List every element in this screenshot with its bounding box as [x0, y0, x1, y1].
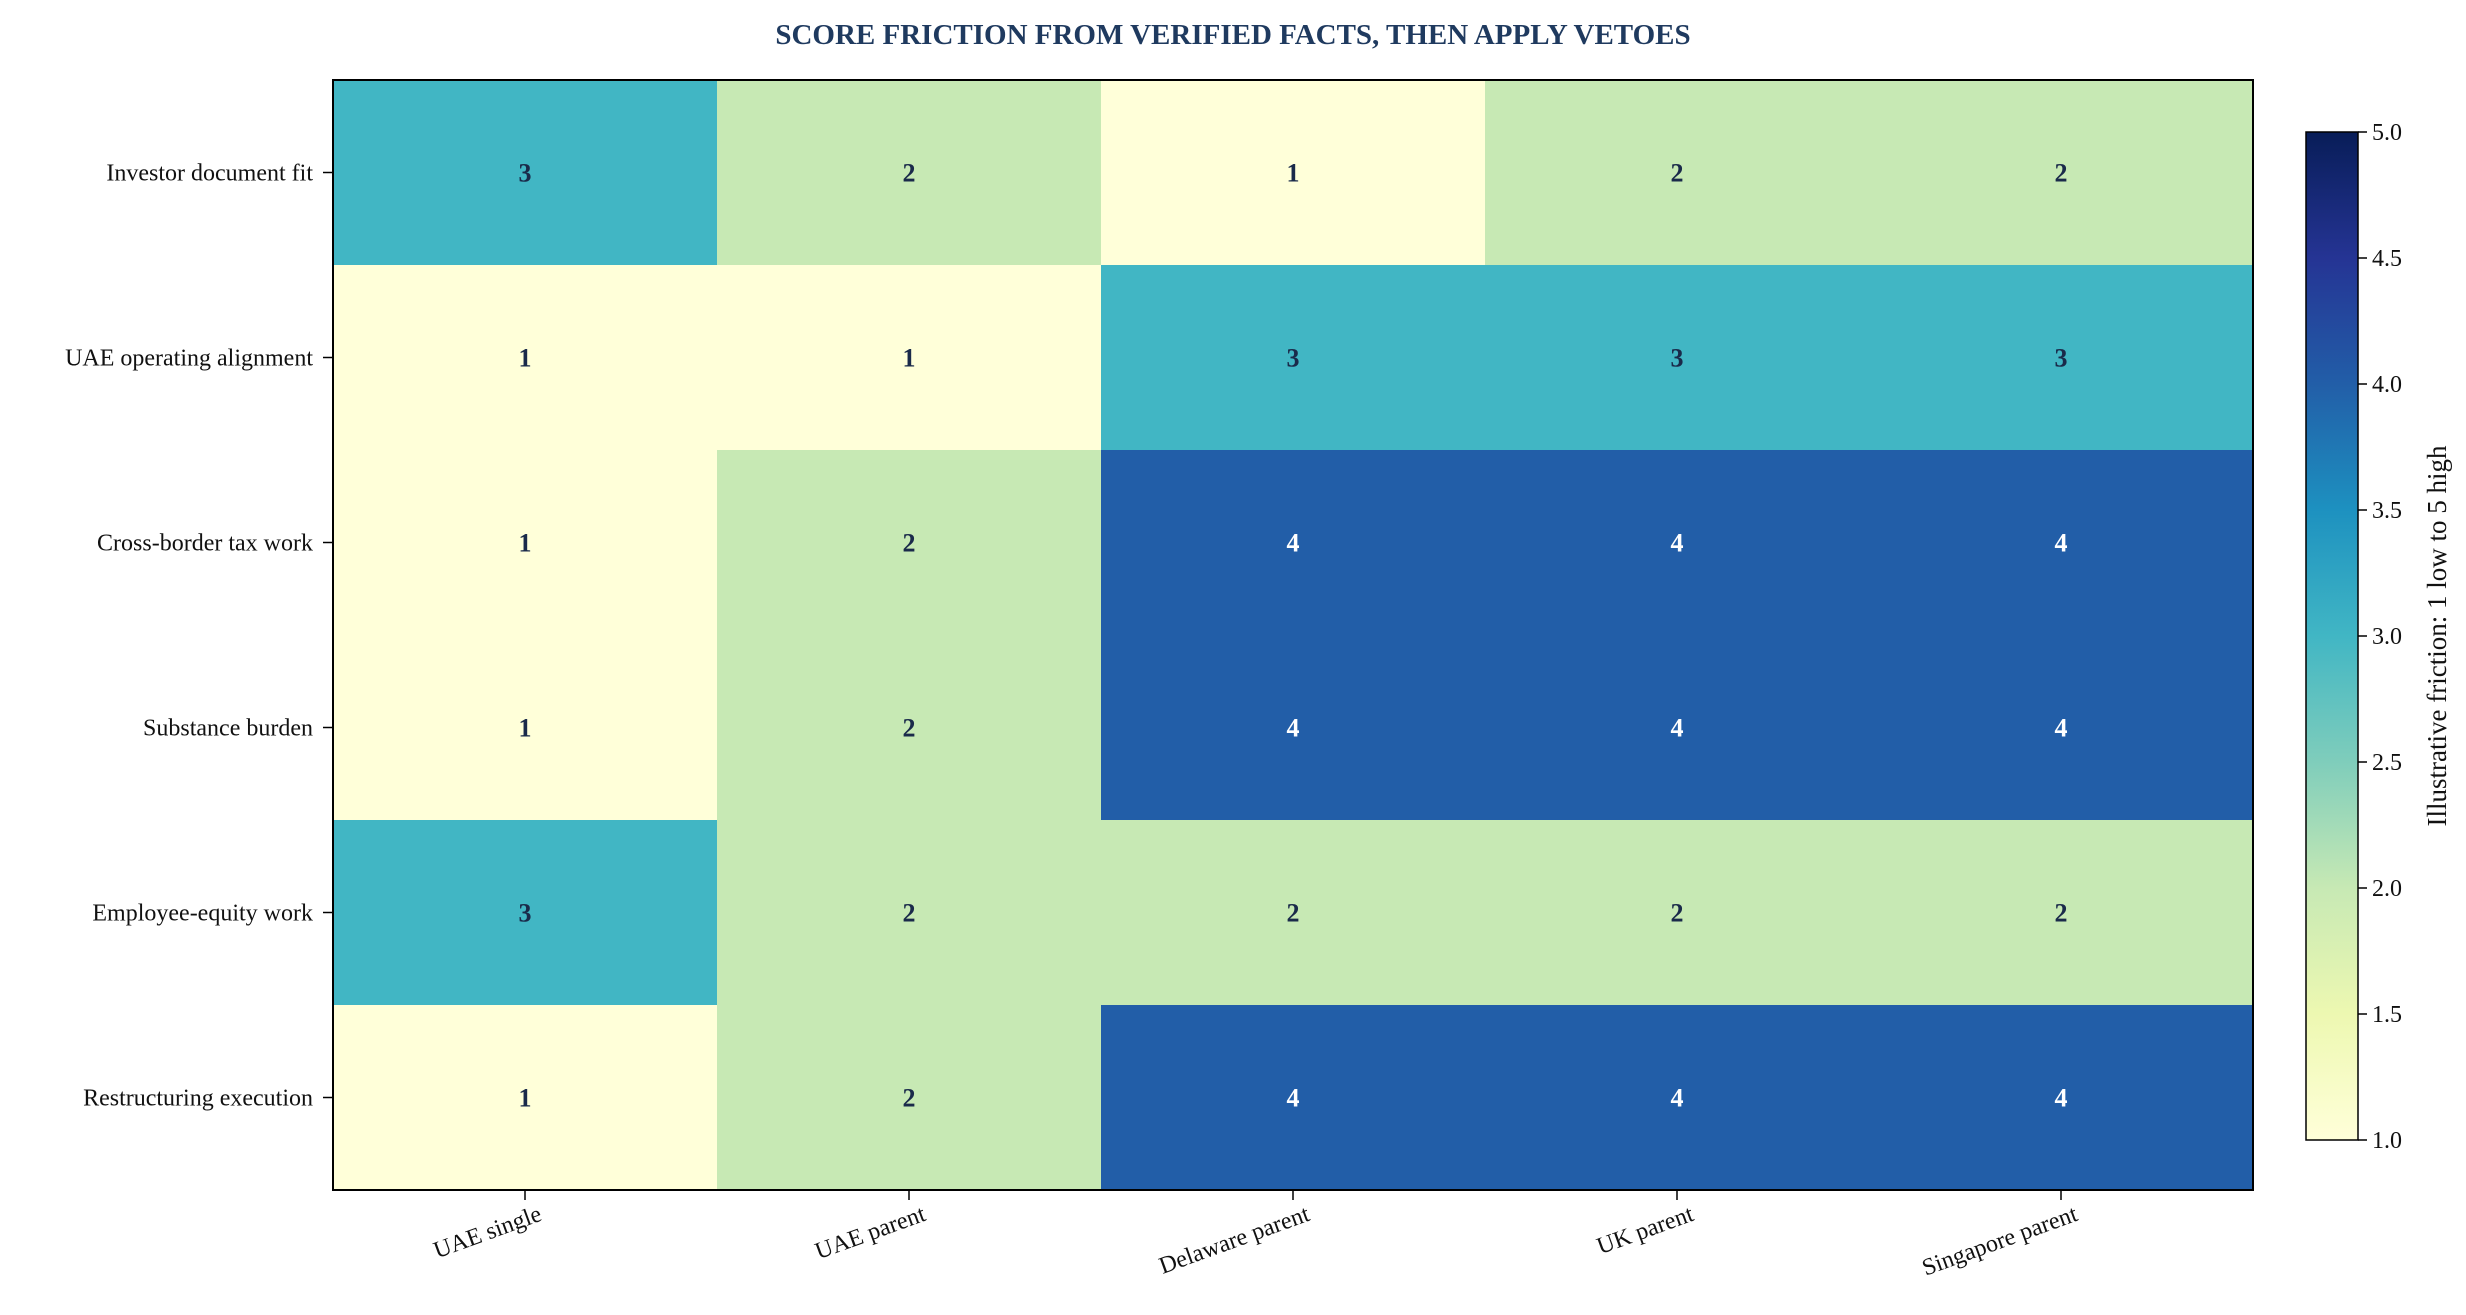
- colorbar-tick-label: 2.5: [2372, 750, 2402, 776]
- heatmap-cells: [333, 80, 2254, 1191]
- heatmap-cell-r1-c4: [1869, 265, 2254, 451]
- colorbar-tick-label: 4.0: [2372, 372, 2402, 398]
- colorbar-tick-label: 2.0: [2372, 876, 2402, 902]
- heatmap-cell-r3-c2: [1101, 635, 1486, 821]
- x-tick-label: UK parent: [1594, 1201, 1698, 1260]
- cell-value-r2-c3: 4: [1671, 529, 1684, 558]
- colorbar-tick-label: 5.0: [2372, 120, 2402, 146]
- colorbar-ticks: 1.0 1.5 2.0 2.5 3.0 3.5 4.0 4.5 5.0: [2358, 120, 2402, 1154]
- cell-value-r1-c0: 1: [519, 344, 532, 373]
- colorbar-gradient: [2305, 131, 2359, 1141]
- heatmap-cell-r4-c2: [1101, 820, 1486, 1006]
- heatmap-cell-r2-c4: [1869, 450, 2254, 636]
- cell-value-r0-c1: 2: [903, 159, 916, 188]
- heatmap-cell-r2-c3: [1485, 450, 1870, 636]
- cell-value-r1-c3: 3: [1671, 344, 1684, 373]
- heatmap-cell-r3-c0: [333, 635, 718, 821]
- heatmap-cell-r3-c1: [717, 635, 1102, 821]
- heatmap-cell-r0-c1: [717, 80, 1102, 266]
- cell-value-r2-c1: 2: [903, 529, 916, 558]
- heatmap-cell-r5-c1: [717, 1005, 1102, 1191]
- y-tick-label: Cross-border tax work: [97, 531, 313, 557]
- colorbar-label: Illustrative friction: 1 low to 5 high: [2422, 445, 2452, 826]
- cell-value-r5-c1: 2: [903, 1084, 916, 1113]
- cell-value-r3-c2: 4: [1287, 714, 1300, 743]
- heatmap-cell-r2-c0: [333, 450, 718, 636]
- colorbar-tick-label: 4.5: [2372, 246, 2402, 272]
- heatmap-cell-r2-c2: [1101, 450, 1486, 636]
- cell-value-r1-c1: 1: [903, 344, 916, 373]
- heatmap-cell-r0-c3: [1485, 80, 1870, 266]
- cell-value-r3-c0: 1: [519, 714, 532, 743]
- cell-value-r4-c1: 2: [903, 899, 916, 928]
- x-tick-label: Singapore parent: [1919, 1201, 2082, 1281]
- heatmap-cell-r3-c3: [1485, 635, 1870, 821]
- y-axis-ticks: Investor document fit UAE operating align…: [65, 161, 333, 1112]
- heatmap-cell-r2-c1: [717, 450, 1102, 636]
- cell-value-r2-c4: 4: [2055, 529, 2068, 558]
- cell-value-r0-c4: 2: [2055, 159, 2068, 188]
- cell-value-r0-c2: 1: [1287, 159, 1300, 188]
- x-tick-label: UAE parent: [812, 1201, 930, 1265]
- cell-value-r1-c2: 3: [1287, 344, 1300, 373]
- colorbar-tick-label: 3.5: [2372, 498, 2402, 524]
- heatmap-cell-r4-c4: [1869, 820, 2254, 1006]
- cell-value-r2-c0: 1: [519, 529, 532, 558]
- cell-value-r5-c3: 4: [1671, 1084, 1684, 1113]
- heatmap-cell-r0-c0: [333, 80, 718, 266]
- colorbar-tick-label: 3.0: [2372, 624, 2402, 650]
- cell-value-r3-c1: 2: [903, 714, 916, 743]
- y-tick-label: UAE operating alignment: [65, 346, 313, 372]
- colorbar-tick-label: 1.5: [2372, 1002, 2402, 1028]
- heatmap-cell-r5-c4: [1869, 1005, 2254, 1191]
- cell-value-r4-c4: 2: [2055, 899, 2068, 928]
- cell-value-r5-c4: 4: [2055, 1084, 2068, 1113]
- heatmap-cell-r1-c1: [717, 265, 1102, 451]
- cell-value-r0-c0: 3: [519, 159, 532, 188]
- cell-value-r3-c4: 4: [2055, 714, 2068, 743]
- chart-title: SCORE FRICTION FROM VERIFIED FACTS, THEN…: [775, 19, 1690, 51]
- cell-value-r4-c2: 2: [1287, 899, 1300, 928]
- heatmap-cell-r4-c3: [1485, 820, 1870, 1006]
- cell-value-r5-c0: 1: [519, 1084, 532, 1113]
- cell-value-r2-c2: 4: [1287, 529, 1300, 558]
- cell-value-r3-c3: 4: [1671, 714, 1684, 743]
- heatmap-cell-r5-c3: [1485, 1005, 1870, 1191]
- heatmap-cell-r0-c2: [1101, 80, 1486, 266]
- y-tick-label: Investor document fit: [106, 161, 313, 187]
- heatmap-cell-labels: 3 2 1 2 2 1 1 3 3 3 1 2 4 4 4 1 2 4 4 4 3 2 2 2 2 1 2 4 4 4: [519, 159, 2068, 1113]
- y-tick-label: Employee-equity work: [92, 901, 313, 927]
- heatmap-cell-r0-c4: [1869, 80, 2254, 266]
- heatmap-cell-r5-c2: [1101, 1005, 1486, 1191]
- heatmap-cell-r4-c0: [333, 820, 718, 1006]
- colorbar-tick-label: 1.0: [2372, 1128, 2402, 1154]
- heatmap-cell-r5-c0: [333, 1005, 718, 1191]
- cell-value-r4-c3: 2: [1671, 899, 1684, 928]
- x-tick-label: UAE single: [430, 1201, 545, 1264]
- colorbar: 1.0 1.5 2.0 2.5 3.0 3.5 4.0 4.5 5.0 Illustrative…: [2305, 120, 2452, 1154]
- cell-value-r1-c4: 3: [2055, 344, 2068, 373]
- cell-value-r4-c0: 3: [519, 899, 532, 928]
- heatmap-cell-r1-c3: [1485, 265, 1870, 451]
- heatmap-cell-r1-c2: [1101, 265, 1486, 451]
- heatmap-cell-r4-c1: [717, 820, 1102, 1006]
- cell-value-r0-c3: 2: [1671, 159, 1684, 188]
- cell-value-r5-c2: 4: [1287, 1084, 1300, 1113]
- x-axis-ticks: UAE single UAE parent Delaware parent UK pa…: [430, 1190, 2081, 1281]
- x-tick-label: Delaware parent: [1156, 1201, 1314, 1280]
- heatmap-cell-r3-c4: [1869, 635, 2254, 821]
- y-tick-label: Substance burden: [143, 716, 313, 742]
- y-tick-label: Restructuring execution: [83, 1086, 313, 1112]
- heatmap-cell-r1-c0: [333, 265, 718, 451]
